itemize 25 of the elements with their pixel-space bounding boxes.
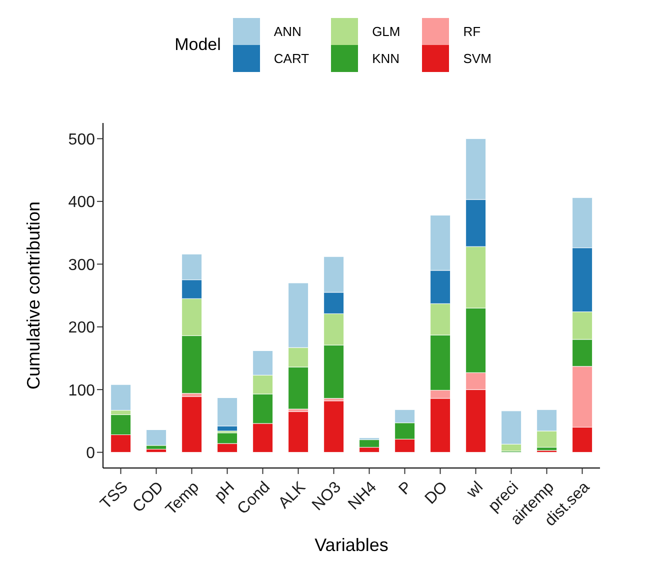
y-tick-label: 400 [68,194,96,212]
x-tick-label: P [396,478,416,498]
legend-label: RF [463,24,481,39]
x-tick-label: wl [463,478,486,502]
x-axis-title: Variables [314,535,388,555]
bar [110,384,132,411]
legend-label: ANN [274,24,302,39]
legend-title: Model [174,35,221,55]
y-tick-label: 200 [68,320,96,337]
x-tick-label: TSS [97,478,132,513]
x-tick-label: pH [212,478,238,506]
legend-label: KNN [372,51,400,66]
bar [324,400,344,453]
legend-label: GLM [372,24,400,39]
y-tick-label: 500 [68,131,96,148]
y-tick-label: 0 [86,445,96,462]
bar [288,411,309,453]
y-tick-label: 100 [68,382,96,400]
x-tick-label: DO [422,478,451,508]
y-axis-title: Cumulative contribution [23,201,44,390]
legend-label: CART [274,51,310,66]
legend-label: SVM [463,51,492,66]
bar [182,396,202,453]
y-tick-label: 300 [68,256,96,274]
bar [146,429,167,446]
